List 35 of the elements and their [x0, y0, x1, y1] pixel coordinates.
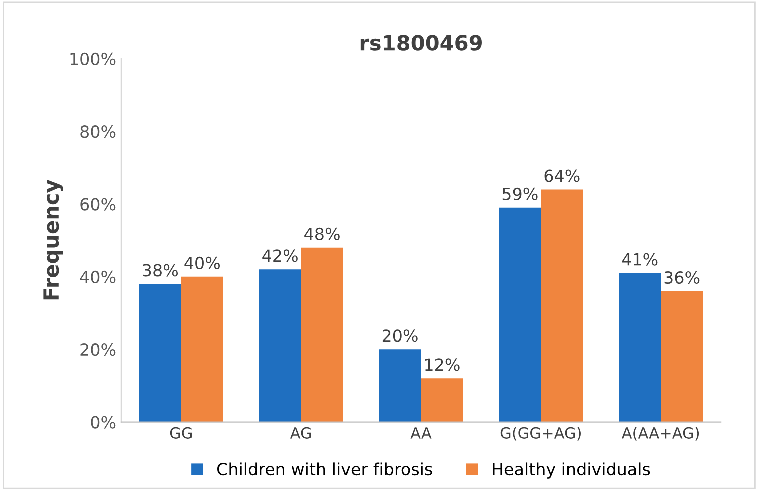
legend-label: Healthy individuals — [493, 462, 650, 479]
bar — [421, 378, 464, 422]
data-label: 20% — [382, 330, 418, 342]
y-tick-label: 100% — [70, 52, 116, 66]
x-tick-label: G(GG+AG) — [500, 427, 581, 441]
bar — [139, 284, 182, 422]
x-tick-label: AG — [290, 427, 312, 439]
bar — [661, 291, 704, 422]
x-tick-label: AA — [410, 428, 432, 439]
data-label: 38% — [143, 264, 178, 277]
bar — [181, 276, 224, 422]
y-tick-label: 60% — [80, 198, 116, 211]
bar — [301, 248, 344, 422]
x-tick-label: A(AA+AG) — [622, 427, 700, 441]
data-label: 64% — [544, 170, 580, 182]
data-label: 42% — [262, 250, 298, 262]
chart-title: rs1800469 — [360, 35, 482, 51]
y-axis-title: Frequency — [44, 180, 64, 300]
data-label: 48% — [304, 228, 340, 240]
data-label: 40% — [184, 256, 220, 270]
y-tick-label: 20% — [80, 344, 116, 356]
legend-label: Children with liver fibrosis — [218, 462, 432, 476]
y-tick-label: 0% — [91, 416, 116, 429]
bar — [541, 190, 584, 422]
y-tick-label: 40% — [80, 270, 116, 284]
x-tick-label: GG — [170, 427, 192, 439]
data-label: 41% — [622, 253, 658, 266]
data-label: 59% — [502, 188, 538, 200]
data-label: 12% — [426, 358, 460, 372]
data-label: 36% — [664, 271, 700, 284]
bar — [499, 208, 542, 422]
y-tick-label: 80% — [80, 126, 116, 138]
bar — [619, 273, 662, 422]
bar — [259, 270, 302, 422]
bar — [379, 350, 422, 422]
